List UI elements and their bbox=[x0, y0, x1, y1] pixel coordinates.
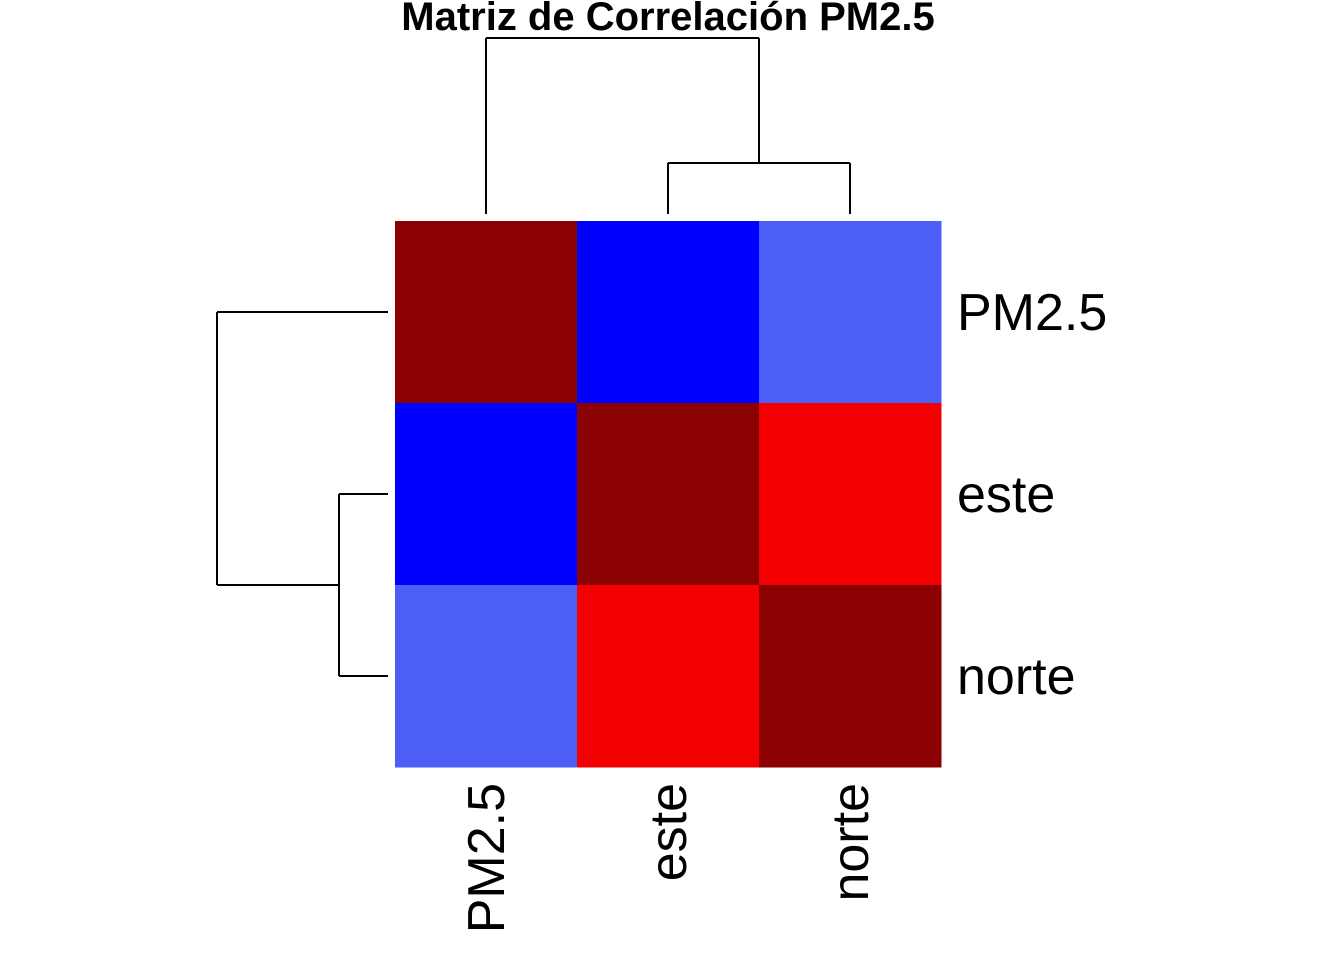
heatmap-cell-0-0 bbox=[395, 221, 578, 404]
column-label: norte bbox=[822, 783, 880, 902]
row-labels: PM2.5 este norte bbox=[957, 284, 1107, 706]
column-dendrogram bbox=[485, 37, 851, 214]
row-dendrogram bbox=[216, 311, 388, 677]
heatmap-cell-2-0 bbox=[395, 585, 578, 768]
column-label: este bbox=[640, 783, 698, 881]
column-label: PM2.5 bbox=[458, 783, 516, 933]
heatmap-cell-1-2 bbox=[759, 403, 942, 586]
heatmap-cell-0-1 bbox=[577, 221, 760, 404]
row-label: norte bbox=[957, 648, 1076, 706]
row-label: este bbox=[957, 466, 1055, 524]
column-labels: PM2.5 este norte bbox=[458, 783, 880, 933]
heatmap-cell-2-2 bbox=[759, 585, 942, 768]
heatmap-cell-2-1 bbox=[577, 585, 760, 768]
heatmap-cell-0-2 bbox=[759, 221, 942, 404]
heatmap-cell-1-1 bbox=[577, 403, 760, 586]
heatmap-cell-1-0 bbox=[395, 403, 578, 586]
chart-title: Matriz de Correlación PM2.5 bbox=[401, 0, 934, 39]
row-label: PM2.5 bbox=[957, 284, 1107, 342]
heatmap-cells bbox=[395, 221, 942, 768]
